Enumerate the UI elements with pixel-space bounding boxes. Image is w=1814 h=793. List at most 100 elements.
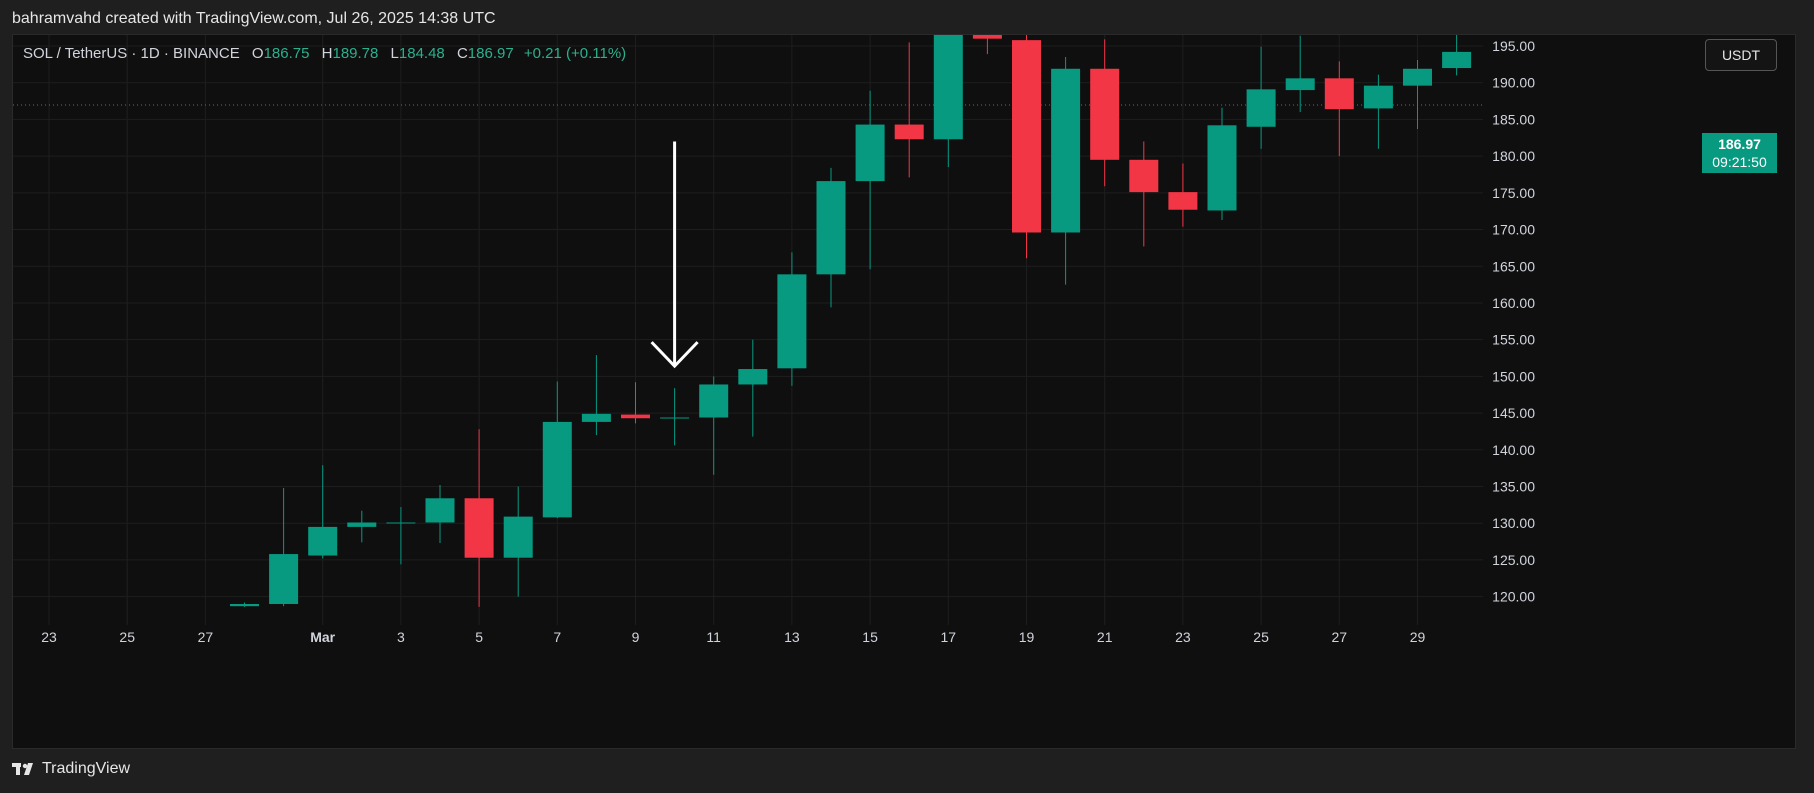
symbol-pair[interactable]: SOL / TetherUS · 1D · BINANCE xyxy=(23,45,240,62)
candle-up xyxy=(542,381,572,519)
candle-up xyxy=(269,487,299,607)
price-tick-label: 165.00 xyxy=(1492,258,1535,274)
candle-down xyxy=(1129,141,1159,247)
candle-up xyxy=(933,35,963,168)
candles xyxy=(230,35,1472,607)
price-tick-label: 175.00 xyxy=(1492,185,1535,201)
tradingview-logo[interactable]: TradingView xyxy=(12,760,130,778)
candle-up xyxy=(503,486,533,597)
candle-down xyxy=(1012,35,1041,259)
price-tick-label: 170.00 xyxy=(1492,222,1535,238)
candle-down xyxy=(1324,61,1354,157)
candle-body xyxy=(1285,78,1315,91)
candle-body xyxy=(464,498,494,558)
price-tick-label: 145.00 xyxy=(1492,405,1535,421)
time-tick-label: 23 xyxy=(41,629,57,645)
price-tick-label: 160.00 xyxy=(1492,295,1535,311)
price-tick-label: 190.00 xyxy=(1492,75,1535,91)
candle-body xyxy=(1324,78,1354,110)
candle-up xyxy=(855,90,885,270)
low-value: 184.48 xyxy=(398,45,445,62)
low-label: L xyxy=(390,45,399,62)
candle-up xyxy=(425,485,455,544)
time-axis[interactable]: 23 25 27 Mar 3 5 7 9 11 13 15 17 19 21 23 25 27 29 xyxy=(41,629,1425,645)
price-axis[interactable]: 120.00 125.00 130.00 135.00 140.00 145.00 150.… xyxy=(1492,38,1535,605)
time-tick-label: 11 xyxy=(706,629,721,645)
candle-up xyxy=(1442,35,1472,76)
time-tick-label: 29 xyxy=(1410,629,1426,645)
candle-body xyxy=(972,35,1002,39)
candle-up xyxy=(738,339,768,437)
time-tick-label: 25 xyxy=(1253,629,1269,645)
time-tick-label: 9 xyxy=(632,629,640,645)
candle-up xyxy=(1403,59,1432,129)
candle-body xyxy=(1168,192,1198,210)
candle-down xyxy=(1090,39,1120,187)
candle-body xyxy=(1363,85,1393,109)
price-tick-label: 130.00 xyxy=(1492,515,1535,531)
candle-body xyxy=(855,124,885,182)
candle-up xyxy=(230,602,259,607)
candle-body xyxy=(660,417,690,419)
candle-up xyxy=(347,510,377,543)
annotations xyxy=(650,141,699,369)
arrow-down-icon xyxy=(650,141,699,369)
candle-body xyxy=(621,414,650,419)
price-tick-label: 195.00 xyxy=(1492,38,1535,54)
candle-down xyxy=(972,35,1002,55)
candle-body xyxy=(1207,125,1237,211)
high-label: H xyxy=(321,45,333,62)
price-tick-label: 140.00 xyxy=(1492,442,1535,458)
price-tick-label: 155.00 xyxy=(1492,332,1535,348)
chart-panel[interactable]: 120.00 125.00 130.00 135.00 140.00 145.00 150.… xyxy=(12,34,1796,749)
last-price-value: 186.97 xyxy=(1718,136,1761,152)
grid xyxy=(13,35,1483,625)
candle-up xyxy=(581,355,611,436)
time-tick-label: 7 xyxy=(553,629,561,645)
bar-countdown: 09:21:50 xyxy=(1712,154,1767,170)
time-tick-label: 13 xyxy=(784,629,800,645)
candle-body xyxy=(1246,89,1276,127)
time-tick-label: 21 xyxy=(1097,629,1113,645)
candle-body xyxy=(269,554,299,604)
time-tick-label: 17 xyxy=(941,629,957,645)
candle-body xyxy=(1012,40,1041,233)
candle-body xyxy=(425,498,455,523)
price-tick-label: 120.00 xyxy=(1492,589,1535,605)
candle-up xyxy=(816,167,846,308)
candle-body xyxy=(738,369,768,385)
candle-up xyxy=(1363,74,1393,149)
candle-body xyxy=(1403,68,1432,86)
time-tick-label: 27 xyxy=(1332,629,1348,645)
candle-body xyxy=(1051,68,1081,233)
price-tick-label: 180.00 xyxy=(1492,148,1535,164)
price-tick-label: 125.00 xyxy=(1492,552,1535,568)
time-tick-label: 5 xyxy=(475,629,483,645)
candle-body xyxy=(816,181,846,275)
time-tick-label: 23 xyxy=(1175,629,1191,645)
candle-up xyxy=(1246,46,1276,149)
candle-body xyxy=(347,522,377,527)
candle-down xyxy=(621,382,650,424)
time-tick-label: 27 xyxy=(198,629,214,645)
price-tick-label: 150.00 xyxy=(1492,368,1535,384)
candle-body xyxy=(777,274,807,369)
candle-body xyxy=(894,124,924,140)
candle-body xyxy=(1442,51,1472,69)
candle-body xyxy=(230,603,259,607)
price-tick-label: 135.00 xyxy=(1492,479,1535,495)
time-tick-label: Mar xyxy=(310,629,335,645)
close-value: 186.97 xyxy=(467,45,514,62)
open-label: O xyxy=(251,45,264,62)
candle-up xyxy=(308,465,338,559)
last-price-label: 186.97 09:21:50 xyxy=(1702,133,1777,173)
candle-body xyxy=(581,413,611,422)
candle-body xyxy=(503,516,533,558)
candle-up xyxy=(386,507,416,565)
candlestick-chart[interactable]: 120.00 125.00 130.00 135.00 140.00 145.00 150.… xyxy=(13,35,1796,749)
candle-body xyxy=(1090,68,1120,160)
time-tick-label: 3 xyxy=(397,629,405,645)
candle-up xyxy=(777,252,807,386)
currency-button[interactable]: USDT xyxy=(1705,39,1777,71)
candle-down xyxy=(894,42,924,178)
